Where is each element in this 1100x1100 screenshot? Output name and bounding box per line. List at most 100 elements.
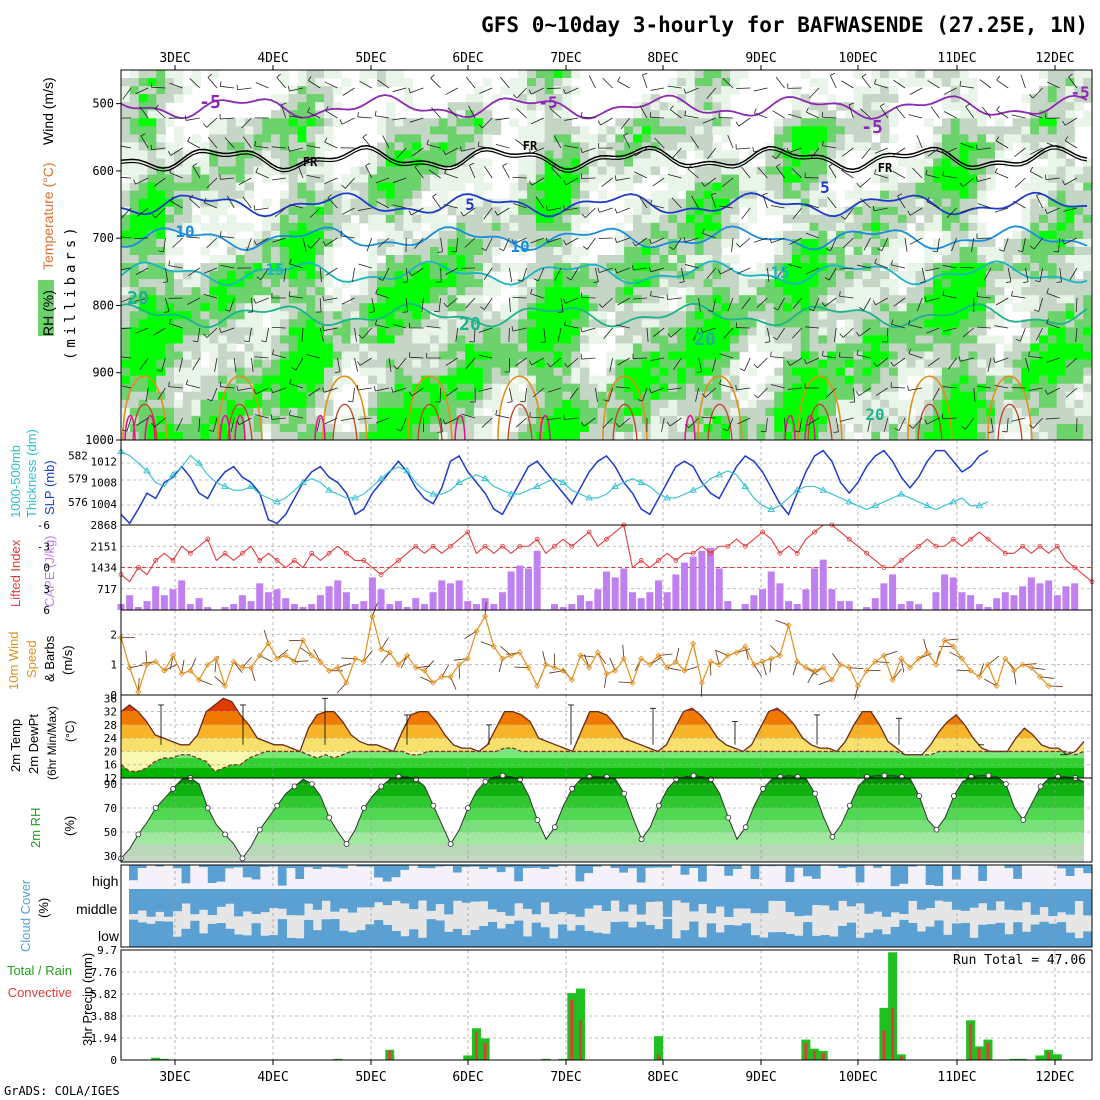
rh-cell xyxy=(200,367,210,377)
rh-cell xyxy=(129,335,140,345)
rh-cell xyxy=(1065,431,1075,440)
rh-cell xyxy=(1065,102,1075,111)
rh-cell xyxy=(297,86,307,95)
rh-cell xyxy=(147,343,157,353)
day-label-bottom: 11DEC xyxy=(937,1070,976,1085)
wind-barb xyxy=(153,327,166,336)
rh-cell xyxy=(721,375,731,385)
rh-cell xyxy=(853,70,864,79)
rh-cell xyxy=(121,367,131,377)
rh-cell xyxy=(474,375,484,385)
rh-cell xyxy=(403,287,413,296)
rh-cell xyxy=(482,78,493,87)
rh-cell xyxy=(571,126,581,135)
rh-cell xyxy=(129,415,140,425)
rh-cell xyxy=(527,206,537,216)
rh-cell xyxy=(641,222,652,232)
rh-cell xyxy=(518,287,528,296)
wind-barb xyxy=(564,207,579,211)
rh-cell xyxy=(800,150,811,160)
rh-cell xyxy=(173,206,184,216)
rh-cell xyxy=(818,311,828,320)
rh-cell xyxy=(209,343,219,353)
rh-cell xyxy=(209,431,219,440)
rh-cell xyxy=(562,222,572,232)
rh-cell xyxy=(800,118,811,127)
rh-cell xyxy=(880,351,890,361)
rh-cell xyxy=(606,327,616,337)
rh-cell xyxy=(827,222,837,232)
rh-cell xyxy=(535,335,546,345)
rh-cell xyxy=(703,351,714,361)
rh-cell xyxy=(376,222,387,232)
rh-cell xyxy=(376,198,387,208)
rh-cell xyxy=(986,255,996,264)
rh-cell xyxy=(827,335,837,345)
rh-cell xyxy=(677,383,687,393)
rh-cell xyxy=(1056,94,1067,103)
rh-cell xyxy=(924,190,934,200)
rh-cell xyxy=(685,279,696,288)
rh-cell xyxy=(129,238,140,248)
rh-cell xyxy=(279,222,290,232)
rh-cell xyxy=(306,383,316,393)
rh-cell xyxy=(412,134,422,143)
rh-cell xyxy=(977,351,987,361)
wind-barb-flag xyxy=(478,124,483,129)
rh-cell xyxy=(1030,190,1040,200)
rh-cell xyxy=(1056,166,1067,176)
rh-cell xyxy=(271,222,281,232)
rh-cell xyxy=(827,246,837,256)
rh-cell xyxy=(977,431,987,440)
rh-cell xyxy=(632,126,643,135)
rh-cell xyxy=(394,415,405,425)
day-label-bottom: 9DEC xyxy=(745,1070,776,1085)
rh-cell xyxy=(632,279,643,288)
rh-cell xyxy=(226,126,237,135)
wind-barb-flag xyxy=(362,133,367,138)
wind-barb-flag xyxy=(253,389,257,395)
rh-cell xyxy=(809,311,819,320)
rh-cell xyxy=(306,238,316,248)
rh-cell xyxy=(756,407,766,417)
rh-cell xyxy=(350,407,360,417)
rh-cell xyxy=(959,271,970,280)
rh-cell xyxy=(783,182,793,192)
rh-cell xyxy=(1030,174,1040,184)
rh-cell xyxy=(765,383,775,393)
rh-cell xyxy=(968,166,978,176)
rh-cell xyxy=(447,375,458,385)
rh-cell xyxy=(730,166,740,176)
rh-cell xyxy=(1056,182,1067,192)
rh-cell xyxy=(1021,295,1031,304)
rh-cell xyxy=(359,367,369,377)
wind-barb xyxy=(411,387,424,397)
rh-cell xyxy=(774,415,784,425)
wind-barb xyxy=(220,117,235,120)
rh-cell xyxy=(456,118,466,127)
rh-cell xyxy=(756,287,766,296)
rh-cell xyxy=(456,399,466,409)
rh-cell xyxy=(624,238,634,248)
rh-cell xyxy=(1030,335,1040,345)
rh-cell xyxy=(482,327,493,337)
rh-cell xyxy=(959,335,970,345)
rh-cell xyxy=(482,255,493,264)
rh-cell xyxy=(641,319,652,328)
rh-cell xyxy=(209,70,219,79)
rh-cell xyxy=(632,399,643,409)
rh-cell xyxy=(650,214,661,224)
rh-cell xyxy=(156,118,166,127)
rh-cell xyxy=(712,86,722,95)
rh-cell xyxy=(421,407,431,417)
rh-cell xyxy=(226,222,237,232)
rh-cell xyxy=(730,359,740,369)
rh-cell xyxy=(279,70,290,79)
rh-cell xyxy=(888,423,899,433)
rh-cell xyxy=(1021,303,1031,312)
rh-cell xyxy=(403,86,413,95)
rh-cell xyxy=(827,279,837,288)
p1-labels: RH (%) Temperature (°C) Wind (m/s) (mill… xyxy=(38,77,79,360)
rh-cell xyxy=(888,70,899,79)
rh-cell xyxy=(368,246,378,256)
